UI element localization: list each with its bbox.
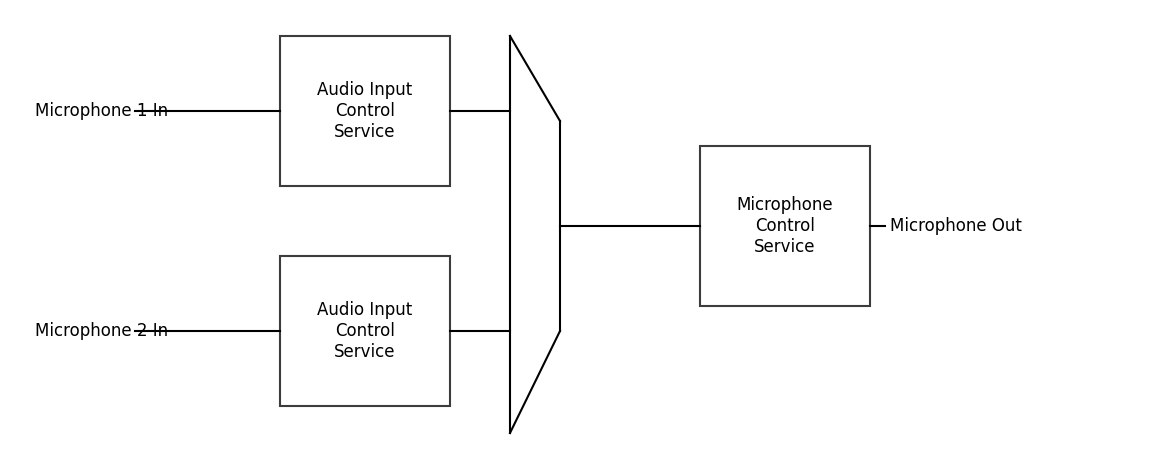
Bar (700, 146, 870, 306)
Text: Audio Input
Control
Service: Audio Input Control Service (317, 81, 413, 141)
Bar (280, 36, 450, 186)
Text: Audio Input
Control
Service: Audio Input Control Service (317, 301, 413, 361)
Bar (280, 256, 450, 406)
Text: Microphone 1 In: Microphone 1 In (35, 102, 168, 120)
Text: Microphone
Control
Service: Microphone Control Service (737, 196, 833, 256)
Text: Microphone Out: Microphone Out (890, 217, 1021, 235)
Text: Microphone 2 In: Microphone 2 In (35, 322, 168, 340)
